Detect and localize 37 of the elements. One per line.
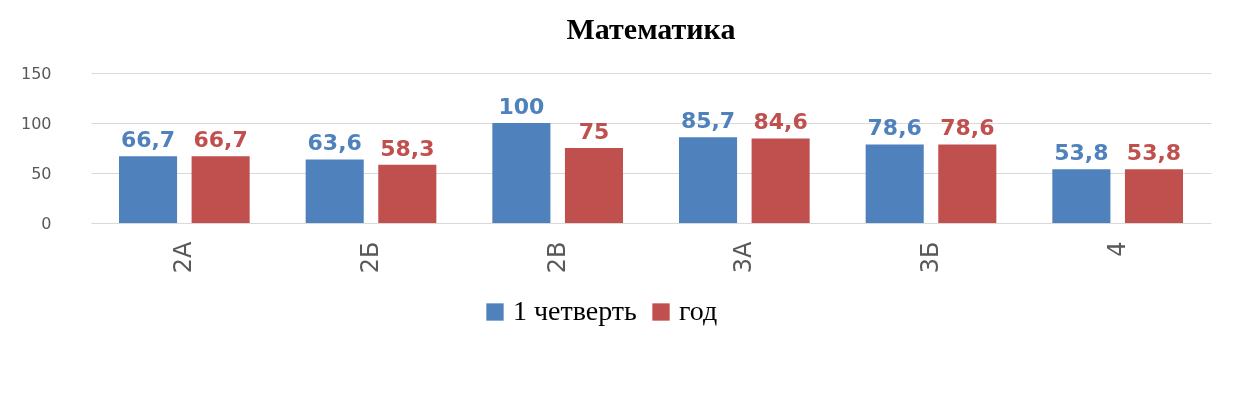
- bar: [1124, 169, 1183, 223]
- y-tick-label: 50: [31, 163, 52, 183]
- bar: [119, 156, 178, 223]
- bar: [865, 144, 924, 223]
- data-label: 66,7: [193, 127, 248, 153]
- data-label: 66,7: [120, 127, 176, 153]
- y-tick-label: 0: [41, 213, 52, 233]
- x-tick-label: 3А: [729, 240, 758, 274]
- legend-label: 1 четверть: [513, 295, 637, 326]
- bar: [378, 164, 437, 223]
- data-label: 85,7: [680, 108, 736, 134]
- bar: [564, 148, 623, 223]
- bar: [1052, 169, 1111, 223]
- data-label: 78,6: [940, 115, 995, 141]
- y-tick-label: 150: [20, 63, 52, 83]
- data-label: 53,8: [1054, 140, 1109, 166]
- x-tick-label: 3Б: [916, 241, 944, 274]
- data-label: 53,8: [1126, 140, 1182, 166]
- x-tick-label: 2А: [169, 240, 198, 274]
- x-tick-label: 2В: [542, 241, 571, 274]
- data-label: 63,6: [307, 130, 362, 156]
- legend-label: год: [679, 295, 718, 326]
- bar: [679, 137, 738, 223]
- chart-title: Математика: [566, 12, 736, 45]
- x-tick-label: 4: [1102, 241, 1131, 257]
- data-label: 78,6: [867, 115, 922, 141]
- data-label: 100: [498, 94, 545, 119]
- bar: [938, 144, 997, 223]
- data-label: 75: [578, 119, 610, 144]
- bar: [305, 159, 364, 223]
- bar: [751, 138, 810, 223]
- bar: [492, 123, 551, 223]
- bar: [191, 156, 250, 223]
- data-label: 84,6: [753, 109, 808, 135]
- y-tick-label: 100: [20, 113, 52, 133]
- x-tick-label: 2Б: [356, 241, 384, 274]
- data-label: 58,3: [380, 135, 435, 161]
